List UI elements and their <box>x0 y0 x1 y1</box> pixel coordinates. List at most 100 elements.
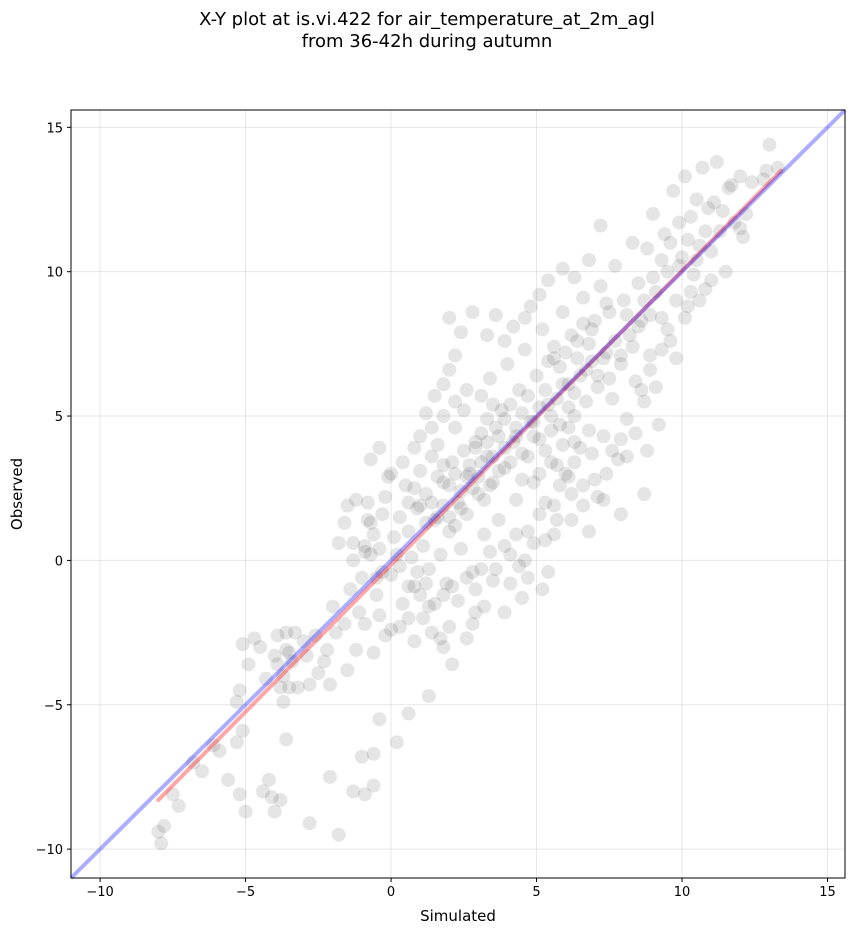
data-point <box>733 169 748 184</box>
data-point <box>509 492 524 507</box>
data-point <box>322 677 337 692</box>
data-point <box>523 414 538 429</box>
data-point <box>273 793 288 808</box>
data-point <box>241 657 256 672</box>
data-point <box>346 536 361 551</box>
data-point <box>590 489 605 504</box>
x-tick-label: 0 <box>387 885 395 900</box>
data-point <box>619 307 634 322</box>
data-point <box>483 544 498 559</box>
data-point <box>689 253 704 268</box>
data-point <box>186 755 201 770</box>
data-point <box>448 394 463 409</box>
data-point <box>349 492 364 507</box>
data-point <box>485 573 500 588</box>
data-point <box>480 411 495 426</box>
data-point <box>535 582 550 597</box>
data-point <box>544 409 559 424</box>
data-point <box>660 264 675 279</box>
data-point <box>279 625 294 640</box>
data-point <box>561 420 576 435</box>
data-point <box>340 498 355 513</box>
data-point <box>401 524 416 539</box>
data-point <box>581 524 596 539</box>
data-point <box>567 455 582 470</box>
data-point <box>608 258 623 273</box>
data-point <box>701 201 716 216</box>
data-point <box>581 423 596 438</box>
data-point <box>442 362 457 377</box>
data-point <box>689 192 704 207</box>
data-point <box>485 475 500 490</box>
data-point <box>640 241 655 256</box>
data-point <box>541 354 556 369</box>
data-point <box>474 562 489 577</box>
data-point <box>375 564 390 579</box>
data-point <box>346 784 361 799</box>
data-point <box>517 342 532 357</box>
data-point <box>526 536 541 551</box>
data-point <box>477 527 492 542</box>
data-point <box>206 738 221 753</box>
data-point <box>686 267 701 282</box>
data-point <box>471 487 486 501</box>
data-point <box>564 328 579 343</box>
y-tick-label: 0 <box>55 554 63 569</box>
data-point <box>194 764 209 779</box>
data-point <box>645 206 660 221</box>
scatter-points <box>151 137 786 851</box>
data-point <box>532 432 547 447</box>
data-point <box>436 475 451 490</box>
data-point <box>395 455 410 470</box>
data-point <box>660 322 675 337</box>
data-point <box>549 512 564 527</box>
data-point <box>613 357 628 372</box>
data-point <box>232 787 247 802</box>
data-point <box>698 282 713 297</box>
data-point <box>395 596 410 611</box>
data-point <box>590 380 605 395</box>
data-point <box>288 625 303 640</box>
data-point <box>346 553 361 568</box>
data-point <box>509 429 524 444</box>
data-point <box>622 328 637 343</box>
y-tick-label: 5 <box>55 410 63 425</box>
data-point <box>302 677 317 692</box>
data-point <box>436 640 451 655</box>
data-point <box>558 345 573 360</box>
data-point <box>165 787 180 802</box>
data-point <box>640 443 655 458</box>
data-point <box>366 645 381 660</box>
data-point <box>709 154 724 169</box>
x-axis-label: Simulated <box>420 907 496 925</box>
data-point <box>552 359 567 374</box>
data-point <box>515 446 530 461</box>
data-point <box>523 299 538 314</box>
data-point <box>378 628 393 643</box>
y-axis-ticks: −10 −5 0 5 10 15 <box>36 121 71 858</box>
data-point <box>739 206 754 221</box>
data-point <box>474 426 489 441</box>
data-point <box>596 492 611 507</box>
data-point <box>456 403 471 418</box>
regression-line <box>156 168 783 803</box>
data-point <box>733 221 748 236</box>
x-axis-ticks: −10 −5 0 5 10 15 <box>86 878 836 900</box>
data-point <box>311 666 326 681</box>
data-point <box>602 371 617 386</box>
data-point <box>744 175 759 190</box>
data-point <box>547 498 562 513</box>
data-point <box>389 735 404 750</box>
data-point <box>654 253 669 268</box>
data-point <box>421 689 436 704</box>
data-point <box>634 313 649 328</box>
data-point <box>453 541 468 556</box>
data-point <box>235 637 250 652</box>
data-point <box>416 538 431 553</box>
data-point <box>273 680 288 695</box>
data-point <box>360 495 375 510</box>
data-point <box>413 498 428 513</box>
y-tick-label: 10 <box>46 266 63 281</box>
data-point <box>561 400 576 415</box>
